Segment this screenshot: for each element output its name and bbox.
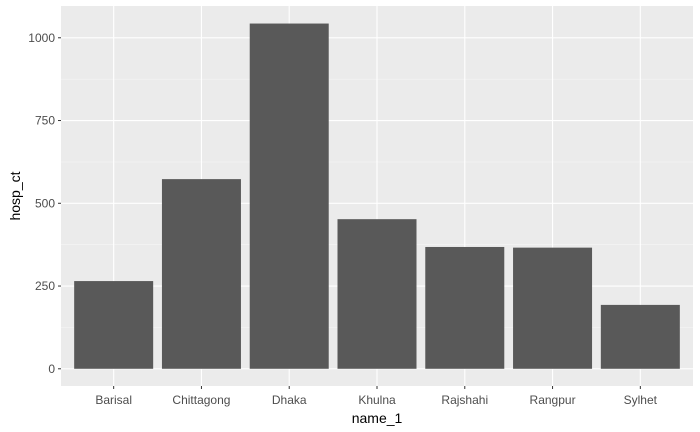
x-tick-label: Barisal [95, 393, 132, 407]
y-tick-label: 250 [35, 279, 55, 293]
bar-khulna [337, 219, 417, 369]
x-tick-label: Rangpur [530, 393, 576, 407]
bar-rangpur [513, 247, 593, 369]
bars [74, 23, 680, 369]
x-tick-label: Dhaka [272, 393, 307, 407]
x-axis: Barisal Chittagong Dhaka Khulna Rajshahi Rang… [95, 386, 658, 407]
x-tick-label: Sylhet [624, 393, 658, 407]
bar-barisal [74, 281, 154, 369]
bar-sylhet [600, 304, 680, 369]
bar-chittagong [161, 179, 241, 369]
x-tick-label: Rajshahi [441, 393, 488, 407]
y-axis-title: hosp_ct [7, 171, 23, 220]
y-tick-label: 750 [35, 114, 55, 128]
y-tick-label: 1000 [28, 31, 55, 45]
x-tick-label: Khulna [358, 393, 396, 407]
x-axis-title: name_1 [352, 410, 403, 426]
y-tick-label: 0 [48, 362, 55, 376]
y-tick-label: 500 [35, 196, 55, 210]
x-tick-label: Chittagong [172, 393, 230, 407]
bar-dhaka [249, 23, 329, 369]
y-axis: 0 250 500 750 1000 [28, 31, 61, 376]
bar-rajshahi [425, 246, 505, 369]
